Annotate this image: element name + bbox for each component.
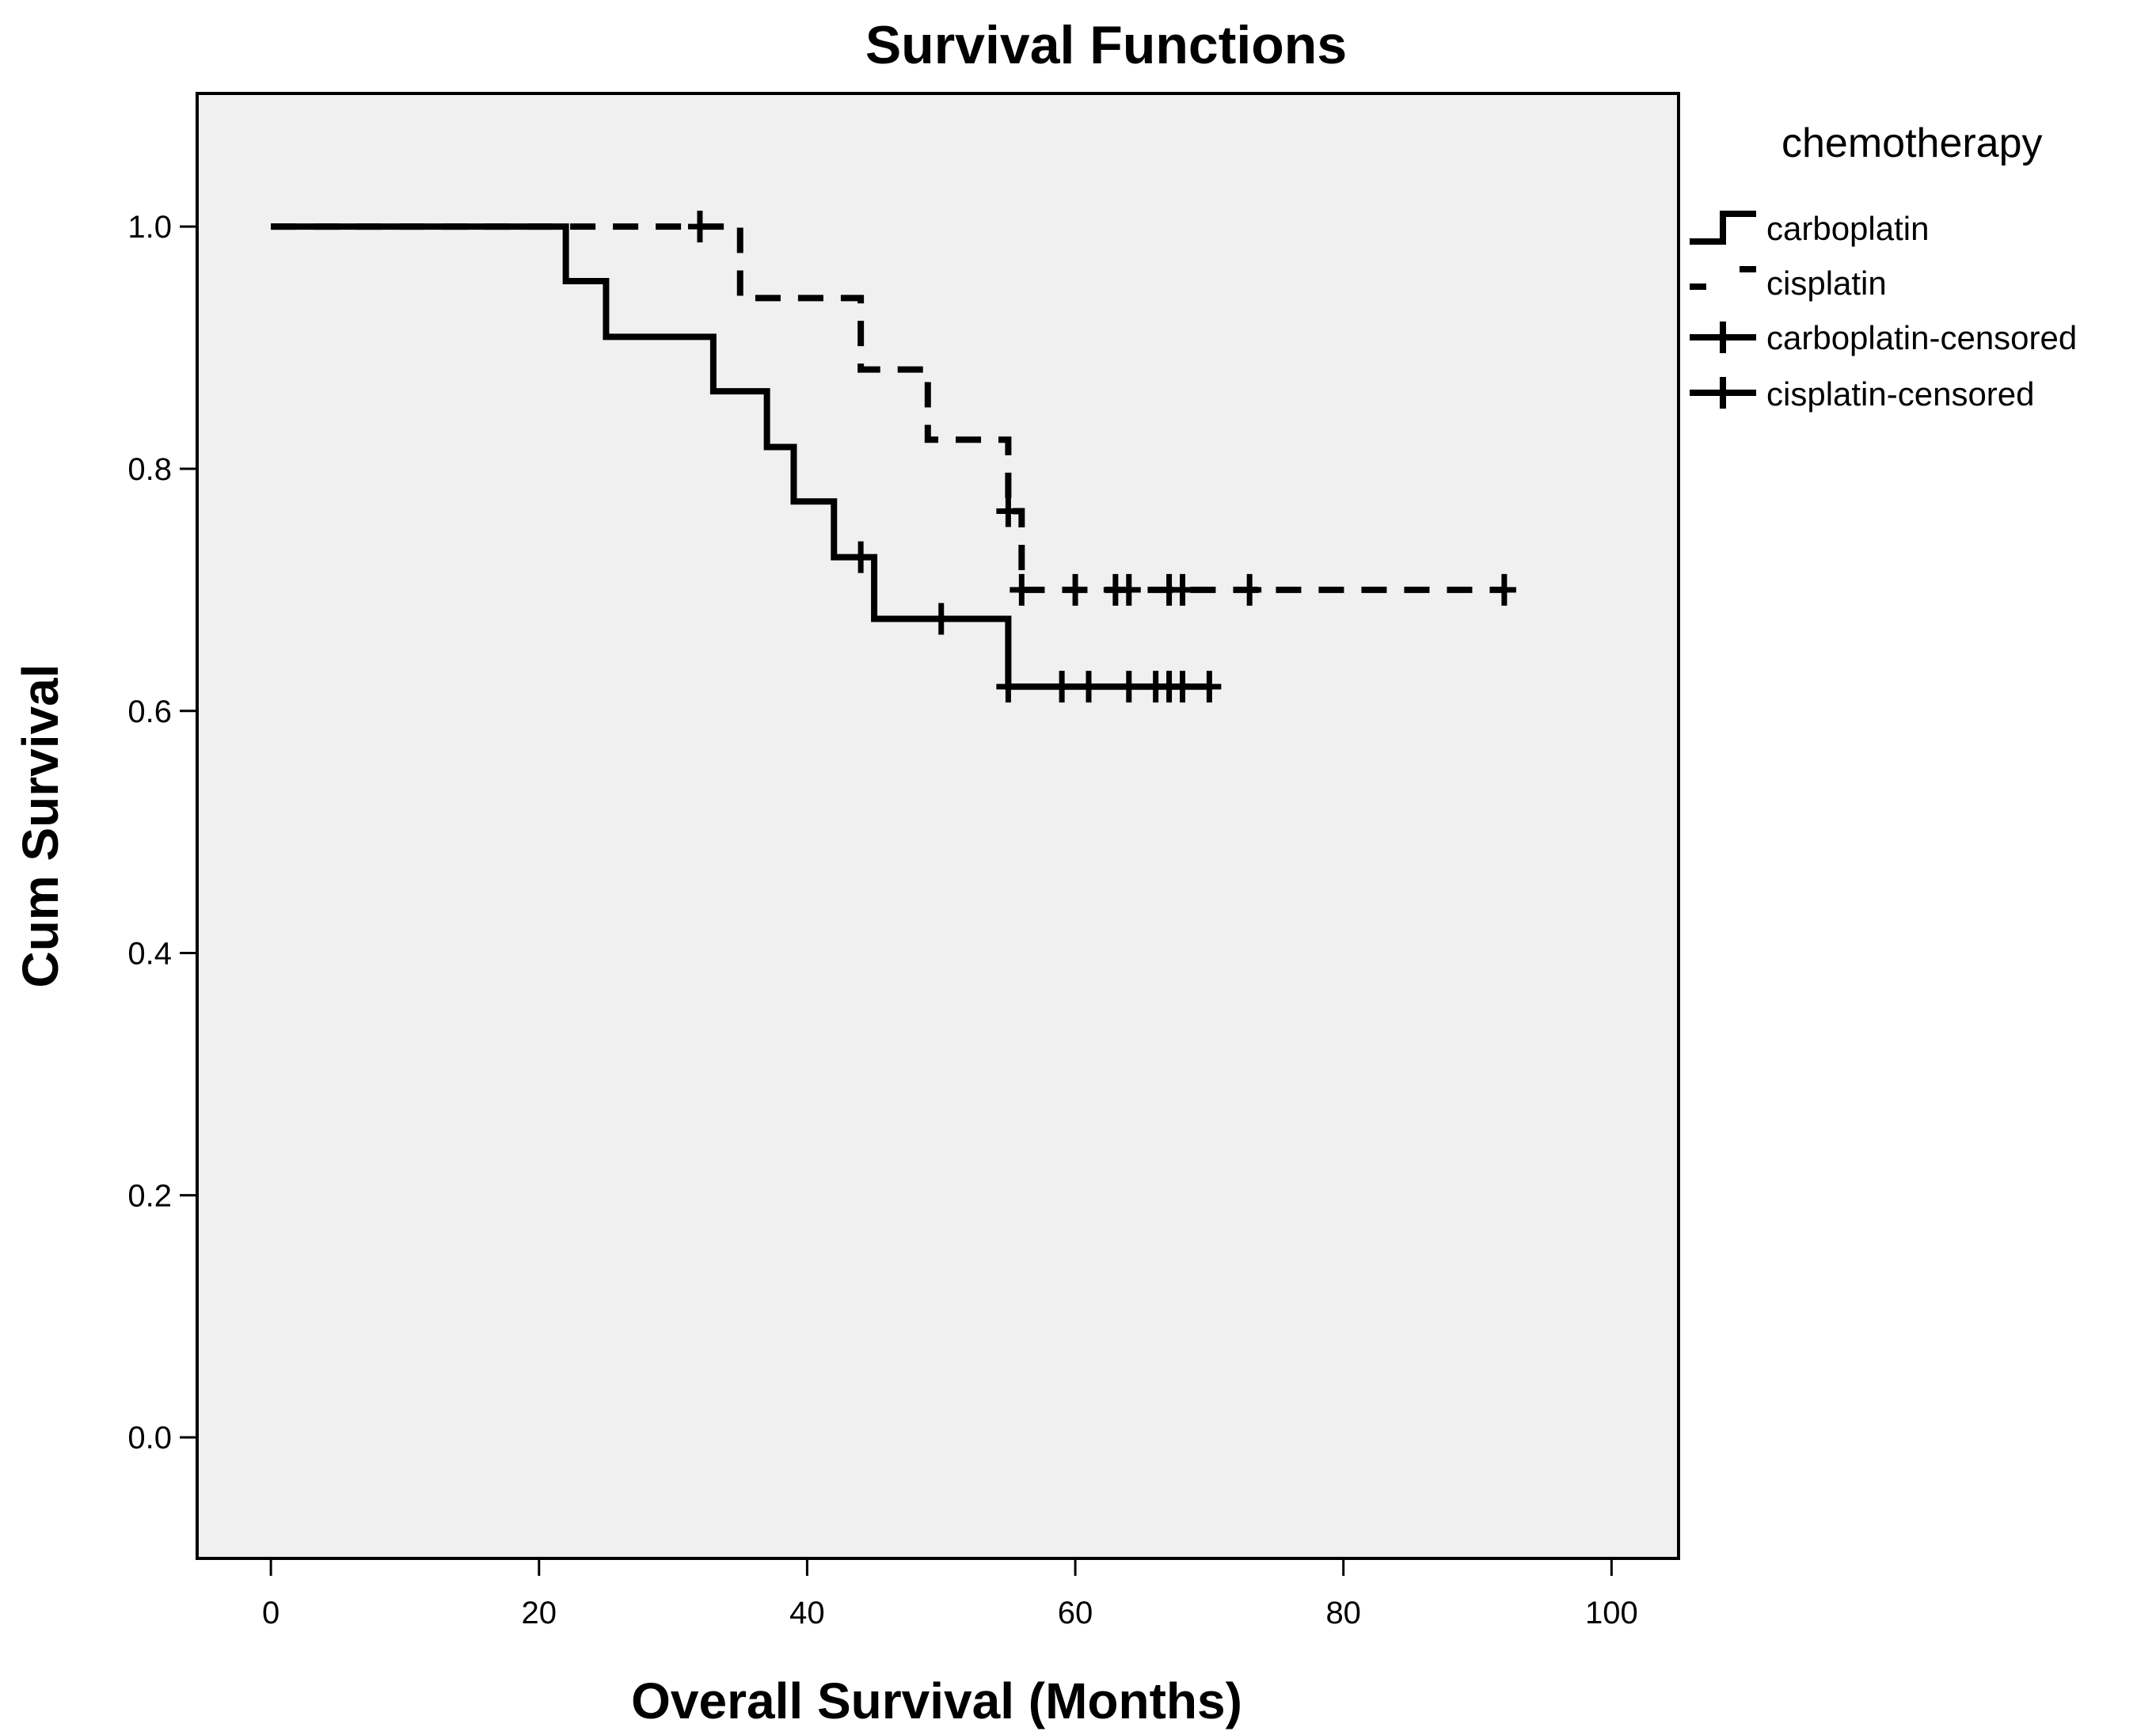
chart-title: Survival Functions bbox=[865, 15, 1347, 75]
censor-mark-cisplatin bbox=[1492, 573, 1516, 606]
legend-item-cisplatin: cisplatin bbox=[1690, 264, 1887, 302]
censor-mark-carboplatin bbox=[1197, 671, 1222, 703]
x-tick-label: 100 bbox=[1585, 1596, 1638, 1630]
censor-mark-carboplatin bbox=[929, 603, 953, 635]
legend-label-carboplatin: carboplatin bbox=[1766, 210, 1929, 247]
censor-mark-carboplatin bbox=[1050, 671, 1074, 703]
censor-mark-cisplatin bbox=[1238, 573, 1262, 606]
censor-mark-cisplatin bbox=[1063, 573, 1088, 606]
series-line-cisplatin bbox=[271, 223, 1504, 593]
series-layer bbox=[271, 211, 1516, 703]
y-tick-label: 0.2 bbox=[127, 1178, 172, 1213]
censor-mark-cisplatin bbox=[1010, 573, 1034, 606]
x-tick-label: 40 bbox=[789, 1596, 825, 1630]
censor-mark-carboplatin bbox=[1170, 671, 1195, 703]
censor-mark-cisplatin bbox=[1116, 573, 1141, 606]
x-tick-label: 80 bbox=[1325, 1596, 1361, 1630]
legend-item-cisplatin-censored: cisplatin-censored bbox=[1690, 375, 2035, 413]
y-tick-label: 0.6 bbox=[127, 694, 172, 729]
legend-title: chemotherapy bbox=[1781, 120, 2043, 166]
censor-mark-carboplatin bbox=[849, 541, 873, 573]
censor-mark-carboplatin bbox=[996, 671, 1021, 703]
y-tick-label: 1.0 bbox=[127, 210, 172, 245]
censor-mark-cisplatin bbox=[1170, 573, 1195, 606]
legend-label-cisplatin-censored: cisplatin-censored bbox=[1766, 375, 2035, 413]
legend-label-carboplatin-censored: carboplatin-censored bbox=[1766, 319, 2077, 356]
legend-swatch-carboplatin-censored bbox=[1690, 322, 1756, 353]
x-tick-label: 0 bbox=[262, 1596, 279, 1630]
censor-mark-cisplatin bbox=[996, 495, 1021, 527]
censor-mark-carboplatin bbox=[1076, 671, 1101, 703]
y-tick-label: 0.8 bbox=[127, 452, 172, 487]
legend-item-carboplatin: carboplatin bbox=[1690, 210, 1929, 247]
y-axis: 0.0 0.2 0.4 0.6 0.8 1.0 bbox=[127, 210, 197, 1455]
censor-mark-cisplatin bbox=[687, 211, 712, 243]
plot-area bbox=[196, 92, 1680, 1560]
legend-item-carboplatin-censored: carboplatin-censored bbox=[1690, 319, 2077, 356]
legend-label-cisplatin: cisplatin bbox=[1766, 264, 1887, 302]
censor-mark-carboplatin bbox=[1116, 671, 1141, 703]
y-tick-label: 0.0 bbox=[127, 1421, 172, 1455]
x-axis-label: Overall Survival (Months) bbox=[631, 1672, 1242, 1729]
series-line-carboplatin bbox=[271, 223, 1210, 691]
x-tick-label: 60 bbox=[1058, 1596, 1093, 1630]
y-axis-label: Cum Survival bbox=[12, 664, 69, 987]
legend-swatch-cisplatin bbox=[1690, 266, 1756, 290]
legend-swatch-cisplatin-censored bbox=[1690, 377, 1756, 409]
y-tick-label: 0.4 bbox=[127, 937, 172, 972]
legend: chemotherapy carboplatin cisplatin carbo… bbox=[1690, 120, 2077, 413]
x-axis: 0 20 40 60 80 100 bbox=[262, 1558, 1638, 1630]
x-tick-label: 20 bbox=[522, 1596, 557, 1630]
legend-swatch-carboplatin bbox=[1690, 211, 1756, 245]
